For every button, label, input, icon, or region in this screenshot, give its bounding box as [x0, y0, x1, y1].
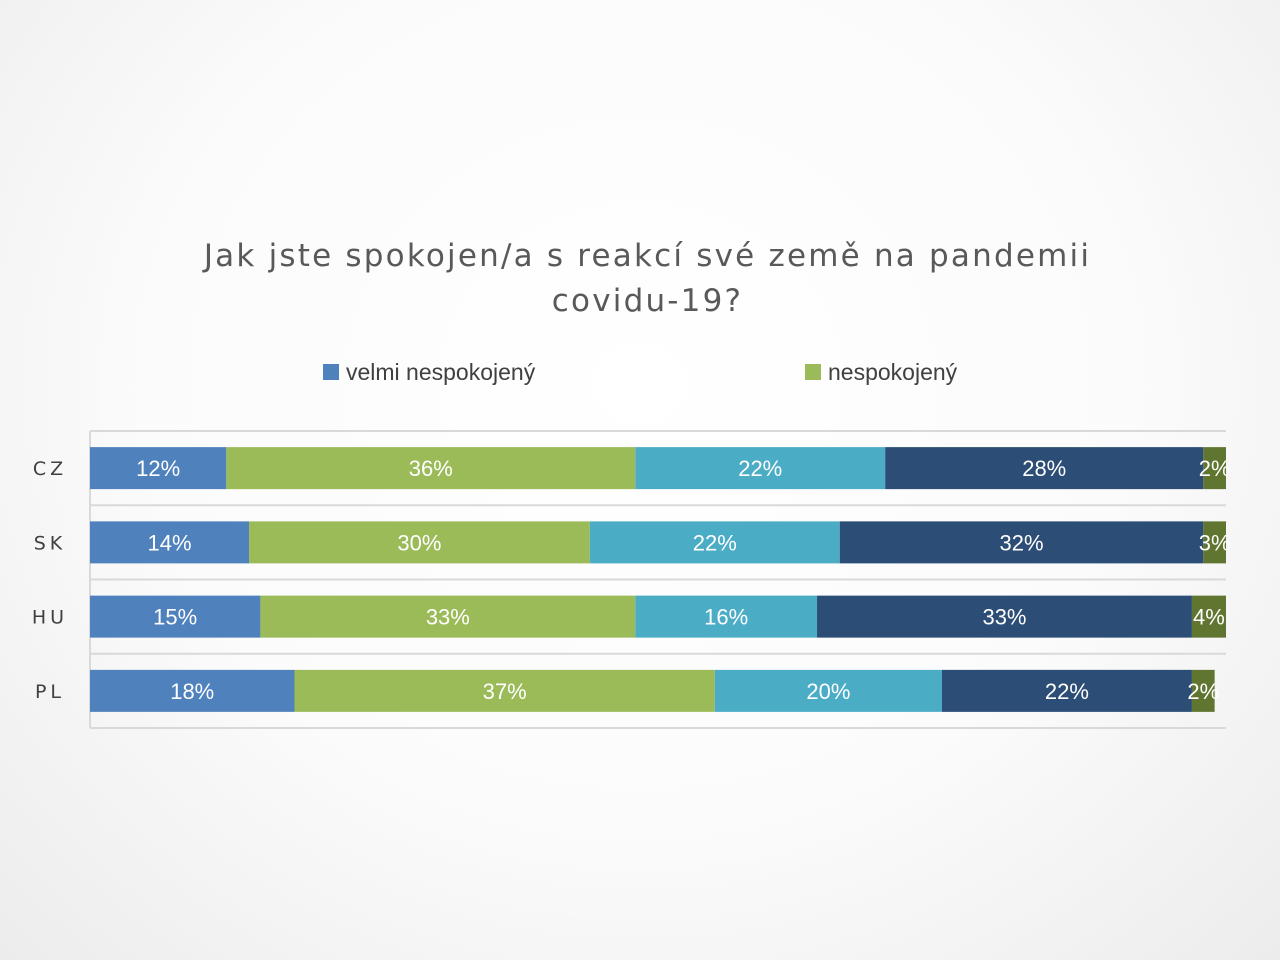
data-label-cz-1: 12% — [136, 456, 180, 481]
legend-item-velmi-nespokojeny: velmi nespokojený — [323, 357, 535, 387]
legend-swatch-velmi-nespokojeny — [323, 364, 339, 380]
data-label-cz-3: 22% — [738, 456, 782, 481]
data-label-sk-5: 3% — [1199, 530, 1231, 555]
category-label-hu: HU — [32, 607, 68, 629]
legend-item-nespokojeny: nespokojený — [805, 357, 957, 387]
bar-segment-pl-3 — [714, 669, 942, 712]
data-label-cz-2: 36% — [409, 456, 453, 481]
bar-segment-sk-2 — [249, 521, 590, 564]
bar-segment-hu-4 — [817, 595, 1192, 638]
legend-label-nespokojeny: nespokojený — [828, 358, 958, 385]
data-label-pl-5: 2% — [1187, 679, 1219, 704]
data-label-hu-2: 33% — [426, 605, 470, 630]
bar-segment-hu-3 — [635, 595, 818, 638]
bar-segment-pl-1 — [90, 669, 295, 712]
data-label-sk-1: 14% — [147, 530, 191, 555]
data-label-sk-3: 22% — [693, 530, 737, 555]
data-label-hu-3: 16% — [704, 605, 748, 630]
bar-segment-sk-4 — [839, 521, 1204, 564]
bar-segment-sk-1 — [90, 521, 250, 564]
data-label-sk-2: 30% — [397, 530, 441, 555]
bar-segment-sk-3 — [589, 521, 840, 564]
bar-segment-pl-4 — [942, 669, 1192, 712]
bar-segment-cz-1 — [90, 447, 227, 490]
bar-segment-cz-5 — [1203, 447, 1226, 490]
bar-segment-hu-5 — [1191, 595, 1226, 638]
data-label-cz-4: 28% — [1022, 456, 1066, 481]
category-label-cz: CZ — [33, 458, 67, 480]
legend-swatch-nespokojeny — [805, 364, 821, 380]
legend-label-velmi-nespokojeny: velmi nespokojený — [346, 358, 536, 385]
bar-segment-cz-4 — [885, 447, 1204, 490]
data-label-pl-4: 22% — [1045, 679, 1089, 704]
data-label-pl-3: 20% — [806, 679, 850, 704]
legend: velmi nespokojený nespokojený — [0, 357, 1280, 387]
bar-segment-cz-2 — [226, 447, 636, 490]
data-label-sk-4: 32% — [999, 530, 1043, 555]
data-label-pl-2: 37% — [483, 679, 527, 704]
chart-title: Jak jste spokojen/a s reakcí své země na… — [203, 238, 1092, 319]
category-label-sk: SK — [34, 532, 67, 554]
bar-segment-cz-3 — [635, 447, 886, 490]
data-label-pl-1: 18% — [170, 679, 214, 704]
data-label-hu-4: 33% — [982, 605, 1026, 630]
bar-segment-pl-5 — [1191, 669, 1215, 712]
bar-segment-hu-1 — [90, 595, 261, 638]
bar-segment-pl-2 — [294, 669, 715, 712]
data-label-hu-1: 15% — [153, 605, 197, 630]
data-label-hu-5: 4% — [1193, 605, 1225, 630]
category-label-pl: PL — [35, 681, 65, 703]
bar-segment-hu-2 — [260, 595, 636, 638]
data-label-cz-5: 2% — [1199, 456, 1231, 481]
bar-segment-sk-5 — [1203, 521, 1226, 564]
